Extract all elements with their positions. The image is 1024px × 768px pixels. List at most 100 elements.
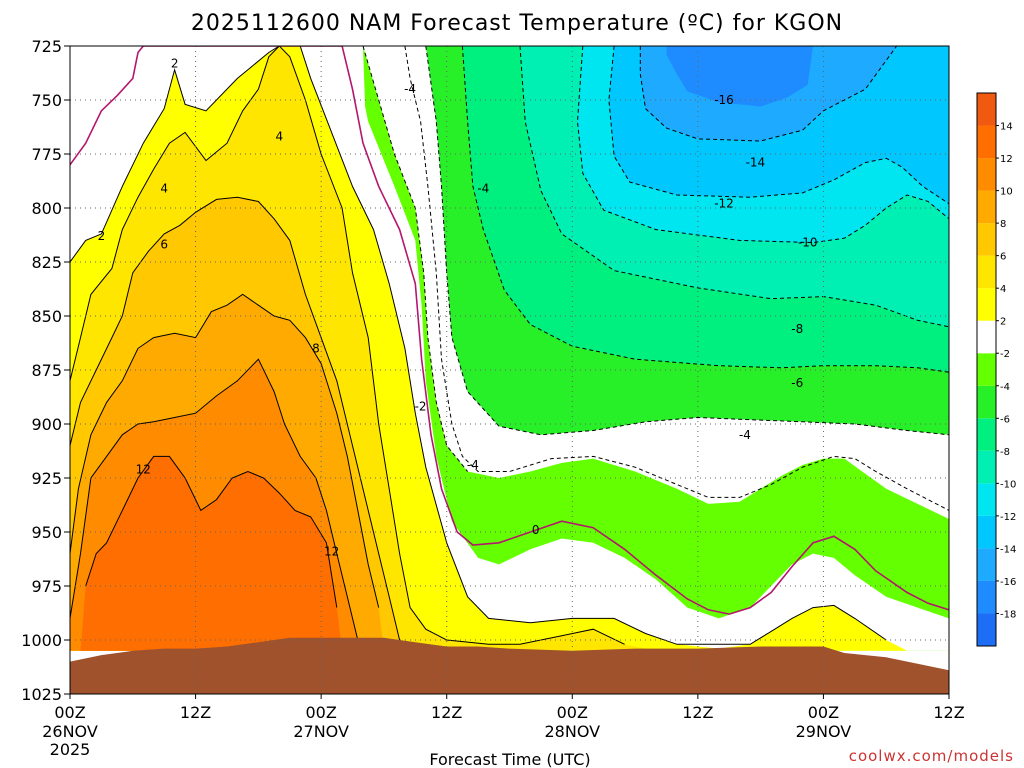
x-tick-label: 00Z [305, 703, 336, 722]
colorbar-swatch [977, 418, 996, 451]
colorbar-label: -6 [1000, 414, 1010, 425]
isotherm-layer [70, 46, 949, 645]
isotherm-dashed [608, 46, 949, 205]
contour-label: -8 [791, 322, 803, 336]
isotherm-solid-t10_12 [70, 358, 359, 641]
isotherm-solid-t8_10 [70, 293, 380, 608]
x-tick-label: 12Z [682, 703, 713, 722]
contour-label: 6 [160, 238, 168, 252]
y-tick-label: 900 [31, 415, 62, 434]
x-tick-date: 26NOV [42, 722, 98, 741]
y-tick-label: 775 [31, 145, 62, 164]
x-tick-label: 12Z [431, 703, 462, 722]
x-tick-label: 00Z [557, 703, 588, 722]
colorbar-swatch [977, 158, 996, 191]
colorbar-swatch [977, 548, 996, 581]
contour-label: 12 [324, 544, 339, 558]
temp-zone-m4-to-m2 [363, 46, 949, 651]
isotherm-solid-t4_6 [70, 46, 625, 645]
isotherm-dashed [519, 46, 949, 328]
x-tick-label: 12Z [933, 703, 964, 722]
contour-label: -2 [415, 400, 427, 414]
isotherm-dashed [362, 46, 468, 472]
colorbar-swatch [977, 320, 996, 354]
contour-label-layer: 2 2 4 4 6 8 12 12 -4 -4 -2 -4 0 -16 -14 -12 -10 -8 -6 -4 [98, 56, 818, 558]
credit-text: coolwx.com/models [849, 747, 1014, 765]
contour-label: 8 [312, 341, 320, 355]
contour-label: -14 [746, 156, 766, 170]
colorbar-swatch [977, 450, 996, 484]
y-tick-label: 975 [31, 577, 62, 596]
isotherm-solid-t12_14 [85, 455, 338, 608]
isotherm-solid-t6_8 [70, 196, 401, 641]
colorbar-label: -2 [1000, 349, 1010, 360]
y-tick-label: 725 [31, 37, 62, 56]
colorbar-label: 10 [1000, 187, 1013, 198]
y-tick-label: 800 [31, 199, 62, 218]
y-tick-label: 850 [31, 307, 62, 326]
colorbar-label: -8 [1000, 447, 1010, 458]
contour-label: -10 [798, 236, 818, 250]
contour-label: -4 [404, 82, 416, 96]
y-tick-label: 750 [31, 91, 62, 110]
contour-label: -6 [791, 376, 803, 390]
y-axis: 725 750 775 800 825 850 875 900 925 950 975 1000 102… [21, 37, 70, 704]
colorbar-swatch [977, 223, 996, 256]
y-tick-label: 925 [31, 469, 62, 488]
colorbar-label: -10 [1000, 479, 1016, 490]
x-tick-label: 00Z [808, 703, 839, 722]
x-tick-label: 12Z [180, 703, 211, 722]
colorbar-swatch [977, 255, 996, 289]
colorbar-swatch [977, 190, 996, 224]
contour-label: -4 [477, 182, 489, 196]
y-tick-label: 950 [31, 523, 62, 542]
contour-label: 4 [275, 130, 283, 144]
colorbar-label: 4 [1000, 284, 1006, 295]
colorbar-swatch [977, 125, 996, 159]
y-tick-label: 875 [31, 361, 62, 380]
colorbar-swatch [977, 288, 996, 321]
colorbar-label: -12 [1000, 512, 1016, 523]
isotherm-dashed [404, 46, 949, 511]
colorbar-swatch [977, 483, 996, 516]
y-tick-label: 1000 [21, 631, 62, 650]
contour-label: 2 [98, 229, 106, 243]
colorbar-swatch [977, 515, 996, 549]
colorbar-swatch [977, 580, 996, 614]
terrain-layer [70, 637, 949, 694]
colorbar-label: 8 [1000, 219, 1006, 230]
contour-label: 12 [136, 462, 151, 476]
isotherm-dashed [576, 46, 949, 244]
isotherm-dashed [639, 46, 898, 142]
temp-zone-t12-to-14 [80, 456, 343, 651]
colorbar-swatch [977, 385, 996, 419]
colorbar-swatch [977, 613, 996, 646]
x-tick-label: 00Z [54, 703, 85, 722]
colorbar-swatch [977, 353, 996, 386]
colorbar-label: 12 [1000, 154, 1013, 165]
ground-terrain [70, 637, 949, 694]
temp-zone-m18-to-m16 [666, 46, 813, 107]
colorbar-label: 6 [1000, 252, 1006, 263]
contour-label: -16 [714, 93, 734, 107]
x-tick-date: 28NOV [544, 722, 600, 741]
colorbar: -18 -16 -14 -12 -10 -8 -6 -4 -2 2 4 6 8 10 12 14 [976, 92, 1016, 647]
colorbar-label: -18 [1000, 609, 1016, 620]
colorbar-label: -14 [1000, 544, 1016, 555]
x-axis-title: Forecast Time (UTC) [429, 750, 590, 768]
contour-label: 4 [160, 182, 168, 196]
x-tick-date: 29NOV [796, 722, 852, 741]
isotherm-dashed [461, 46, 949, 373]
contour-label: -4 [739, 428, 751, 442]
isotherm-dashed [425, 46, 949, 436]
contour-label: -12 [714, 197, 734, 211]
colorbar-label: 14 [1000, 122, 1013, 133]
colorbar-swatch [977, 93, 996, 126]
contour-label: 2 [171, 56, 179, 70]
colorbar-label: -4 [1000, 382, 1010, 393]
colorbar-label: 2 [1000, 317, 1006, 328]
contour-label: -4 [467, 458, 479, 472]
contour-label: 0 [532, 523, 540, 537]
